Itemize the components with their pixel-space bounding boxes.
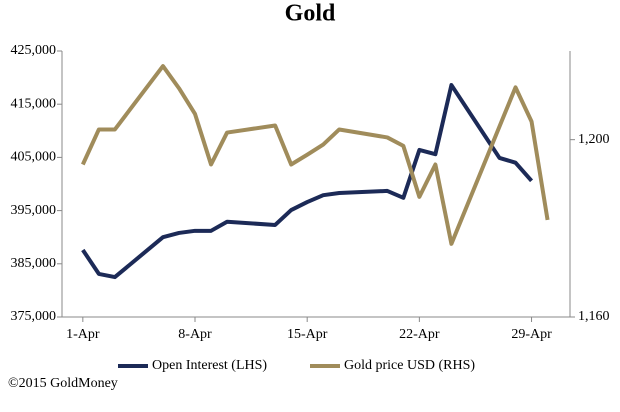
y-tick-label: 425,000 bbox=[11, 43, 57, 58]
x-tick-label: 29-Apr bbox=[511, 327, 552, 342]
y-tick-label: 385,000 bbox=[11, 256, 57, 271]
x-tick-label: 8-Apr bbox=[178, 327, 212, 342]
y-tick-label: 405,000 bbox=[11, 150, 57, 165]
source: ©2015 GoldMoney bbox=[8, 376, 118, 391]
x-tick-label: 22-Apr bbox=[399, 327, 440, 342]
y2-tick-label: 1,160 bbox=[578, 309, 610, 324]
legend-label: Gold price USD (RHS) bbox=[344, 358, 475, 373]
y-tick-label: 375,000 bbox=[11, 309, 57, 324]
data-line bbox=[81, 83, 534, 280]
data-line bbox=[81, 64, 550, 246]
y-tick-label: 395,000 bbox=[11, 203, 57, 218]
x-tick-label: 15-Apr bbox=[287, 327, 328, 342]
y2-tick-label: 1,200 bbox=[578, 132, 610, 147]
y-tick-label: 415,000 bbox=[11, 96, 57, 111]
x-tick-label: 1-Apr bbox=[66, 327, 100, 342]
legend-label: Open Interest (LHS) bbox=[152, 358, 267, 373]
chart-title: Gold bbox=[285, 1, 336, 27]
